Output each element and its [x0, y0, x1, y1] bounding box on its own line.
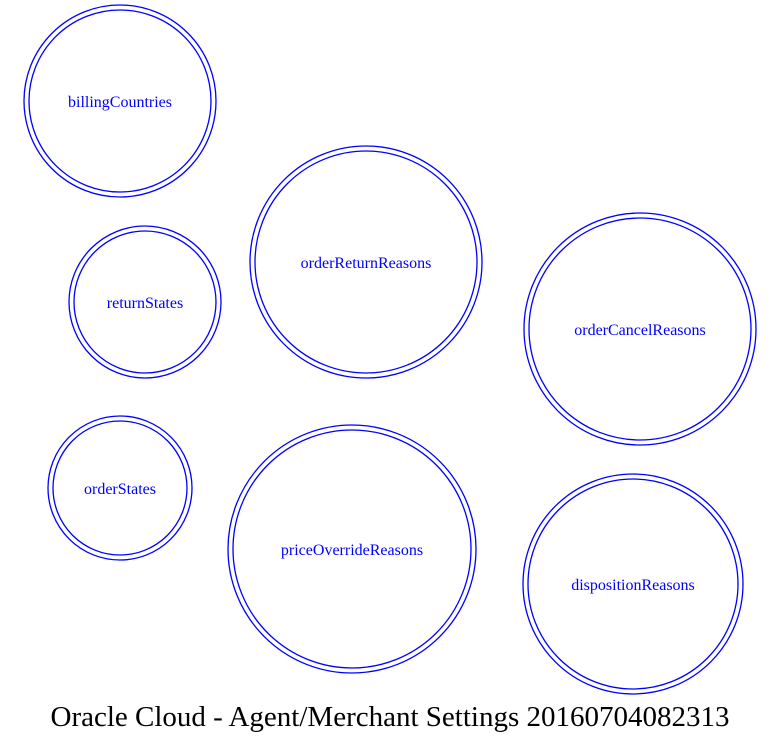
node-outer-ring — [23, 4, 217, 198]
node-outer-ring — [47, 415, 193, 561]
node-label: orderCancelReasons — [574, 322, 706, 339]
node-label: billingCountries — [68, 94, 172, 111]
node-outer-ring — [523, 212, 757, 446]
node-inner-ring — [73, 230, 217, 374]
node-outer-ring — [227, 424, 477, 674]
node-inner-ring — [232, 429, 472, 669]
node-priceOverrideReasons[interactable]: priceOverrideReasons — [227, 424, 477, 674]
node-outer-ring — [522, 473, 744, 695]
node-returnStates[interactable]: returnStates — [68, 225, 222, 379]
node-outer-ring — [249, 145, 483, 379]
node-label: returnStates — [107, 295, 183, 312]
diagram-caption: Oracle Cloud - Agent/Merchant Settings 2… — [51, 701, 730, 733]
node-dispositionReasons[interactable]: dispositionReasons — [522, 473, 744, 695]
node-orderReturnReasons[interactable]: orderReturnReasons — [249, 145, 483, 379]
node-label: dispositionReasons — [571, 577, 695, 594]
node-label: priceOverrideReasons — [281, 542, 423, 559]
node-inner-ring — [254, 150, 478, 374]
node-inner-ring — [527, 478, 739, 690]
node-inner-ring — [528, 217, 752, 441]
node-label: orderStates — [84, 481, 156, 498]
node-outer-ring — [68, 225, 222, 379]
node-label: orderReturnReasons — [301, 255, 432, 272]
node-orderCancelReasons[interactable]: orderCancelReasons — [523, 212, 757, 446]
node-billingCountries[interactable]: billingCountries — [23, 4, 217, 198]
node-inner-ring — [28, 9, 212, 193]
node-inner-ring — [52, 420, 188, 556]
node-orderStates[interactable]: orderStates — [47, 415, 193, 561]
